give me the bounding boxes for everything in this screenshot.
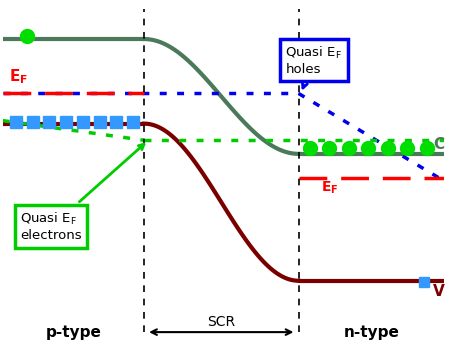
- Text: Quasi $\mathregular{E_F}$
electrons: Quasi $\mathregular{E_F}$ electrons: [20, 144, 144, 242]
- Text: Quasi $\mathregular{E_F}$
holes: Quasi $\mathregular{E_F}$ holes: [285, 45, 342, 88]
- Text: SCR: SCR: [207, 315, 235, 329]
- Text: $\mathbf{E_F}$: $\mathbf{E_F}$: [320, 180, 338, 196]
- Text: p-type: p-type: [45, 325, 101, 340]
- Text: C: C: [433, 137, 444, 152]
- Text: V: V: [433, 284, 445, 299]
- Text: $\mathbf{E_F}$: $\mathbf{E_F}$: [9, 67, 28, 86]
- Text: n-type: n-type: [343, 325, 399, 340]
